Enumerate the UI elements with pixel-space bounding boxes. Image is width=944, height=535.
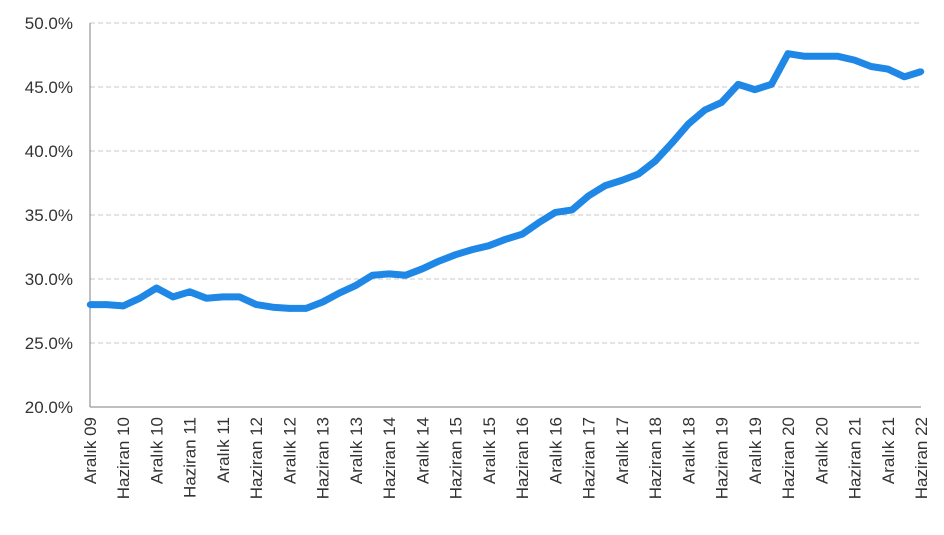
y-tick-label: 40.0% <box>25 142 73 161</box>
data-point <box>867 63 875 70</box>
data-point <box>668 140 675 147</box>
data-point <box>452 251 459 258</box>
x-tick-label: Aralık 19 <box>746 417 765 484</box>
data-point <box>253 301 260 308</box>
y-tick-label: 20.0% <box>25 398 73 417</box>
y-tick-label: 25.0% <box>25 334 73 353</box>
x-tick-label: Aralık 10 <box>147 417 166 484</box>
axes <box>89 23 921 408</box>
data-point <box>901 73 908 81</box>
grid-lines <box>90 22 921 344</box>
data-point <box>369 272 376 279</box>
y-tick-label: 50.0% <box>25 14 73 33</box>
data-point <box>585 192 592 199</box>
data-point <box>269 304 276 311</box>
data-point <box>186 288 193 295</box>
x-tick-label: Haziran 22 <box>912 417 931 499</box>
data-point <box>884 65 891 73</box>
x-tick-label: Haziran 20 <box>779 417 798 499</box>
data-point <box>784 50 792 57</box>
data-point <box>718 99 725 106</box>
data-point <box>518 231 526 238</box>
x-tick-label: Haziran 11 <box>181 417 200 498</box>
x-tick-label: Haziran 10 <box>114 417 133 499</box>
data-point <box>801 53 808 60</box>
x-tick-label: Haziran 19 <box>713 417 732 499</box>
x-tick-label: Aralık 17 <box>613 417 632 484</box>
x-tick-label: Haziran 21 <box>846 417 865 499</box>
data-point <box>319 298 326 306</box>
x-tick-label: Haziran 12 <box>247 417 266 499</box>
data-point <box>402 272 409 279</box>
data-point <box>602 182 609 189</box>
x-tick-label: Aralık 11 <box>214 417 233 483</box>
data-point <box>502 236 509 243</box>
x-tick-label: Aralık 13 <box>347 417 366 484</box>
data-point <box>419 265 426 272</box>
data-point <box>386 270 393 278</box>
x-tick-label: Aralık 20 <box>812 417 831 484</box>
data-point <box>535 219 542 226</box>
data-point <box>834 53 842 60</box>
x-tick-label: Haziran 18 <box>646 417 665 499</box>
data-point <box>203 295 210 302</box>
data-point <box>136 295 144 302</box>
x-tick-label: Aralık 09 <box>81 417 100 484</box>
data-point <box>219 293 227 301</box>
data-point <box>286 305 293 312</box>
data-point <box>485 242 493 249</box>
x-tick-label: Aralık 15 <box>480 417 499 484</box>
data-point <box>552 209 559 216</box>
data-point <box>236 293 243 301</box>
x-tick-label: Haziran 15 <box>447 417 466 499</box>
data-point <box>618 177 625 184</box>
data-point <box>469 246 476 253</box>
data-point <box>169 293 177 301</box>
data-point <box>701 106 709 114</box>
data-point <box>120 302 127 310</box>
x-tick-label: Haziran 13 <box>314 417 333 499</box>
data-point <box>352 282 360 289</box>
y-tick-label: 45.0% <box>25 78 73 97</box>
x-tick-label: Haziran 14 <box>380 417 399 499</box>
data-point <box>768 81 775 88</box>
data-point <box>635 170 642 178</box>
x-tick-label: Aralık 14 <box>413 417 432 484</box>
series-layer <box>86 50 925 312</box>
data-point <box>818 53 825 60</box>
data-point <box>917 68 925 75</box>
series-line <box>90 50 923 312</box>
data-point <box>651 158 659 165</box>
y-tick-label: 35.0% <box>25 206 73 225</box>
data-point <box>735 81 742 88</box>
data-point <box>302 305 310 312</box>
data-point <box>336 289 343 297</box>
data-point <box>685 120 692 128</box>
x-tick-label: Haziran 16 <box>513 417 532 499</box>
x-tick-labels: Aralık 09 Haziran 10 Aralık 10 Haziran 11 Ar… <box>81 417 931 499</box>
x-tick-label: Aralık 16 <box>546 417 565 484</box>
y-tick-labels: 20.0% 25.0% 30.0% 35.0% 40.0% 45.0% 50.0% <box>25 14 73 417</box>
data-point <box>435 257 443 265</box>
data-point <box>103 301 110 308</box>
data-point <box>86 301 94 308</box>
x-tick-label: Aralık 12 <box>280 417 299 484</box>
x-tick-label: Haziran 17 <box>580 417 599 499</box>
data-point <box>751 86 758 93</box>
y-tick-label: 30.0% <box>25 270 73 289</box>
data-point <box>568 206 576 214</box>
data-point <box>153 284 160 292</box>
x-tick-label: Aralık 18 <box>679 417 698 484</box>
x-tick-label: Aralık 21 <box>879 417 898 484</box>
data-point <box>851 56 858 64</box>
